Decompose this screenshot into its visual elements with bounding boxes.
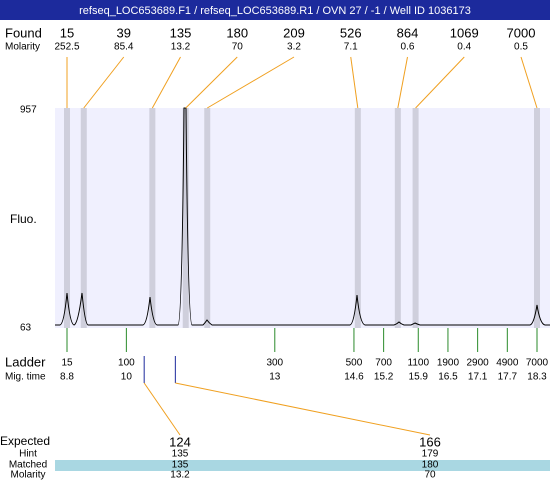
expected-value: 124 xyxy=(169,434,191,449)
peak-band xyxy=(80,108,87,328)
molarity-value: 70 xyxy=(232,42,244,53)
found-leader xyxy=(83,56,125,109)
molarity-value: 3.2 xyxy=(287,42,301,53)
expected-molarity-value: 70 xyxy=(424,470,436,480)
found-leader xyxy=(415,56,465,109)
mig-time-value: 16.5 xyxy=(438,372,458,383)
found-value: 209 xyxy=(283,25,305,40)
found-label: Found xyxy=(5,25,42,40)
found-value: 135 xyxy=(170,25,192,40)
mig-time-value: 17.7 xyxy=(498,372,518,383)
hint-label: Hint xyxy=(19,449,37,460)
expected-leader xyxy=(175,382,431,436)
found-value: 39 xyxy=(117,25,131,40)
title: refseq_LOC653689.F1 / refseq_LOC653689.R… xyxy=(79,5,471,17)
matched-label: Matched xyxy=(9,460,47,471)
ladder-value: 2900 xyxy=(467,358,490,369)
molarity-value: 252.5 xyxy=(54,42,79,53)
found-value: 1069 xyxy=(450,25,479,40)
ladder-value: 1100 xyxy=(408,358,430,369)
ladder-value: 700 xyxy=(375,358,392,369)
mig-time-value: 13 xyxy=(269,372,281,383)
ladder-value: 500 xyxy=(346,358,363,369)
molarity-value: 0.4 xyxy=(457,42,471,53)
trace xyxy=(55,107,550,326)
found-value: 180 xyxy=(226,25,248,40)
molarity-value: 0.5 xyxy=(514,42,528,53)
found-value: 526 xyxy=(340,25,362,40)
peak-band xyxy=(354,108,361,328)
molarity-value: 0.6 xyxy=(401,42,415,53)
peak-band xyxy=(394,108,401,328)
found-value: 864 xyxy=(397,25,419,40)
matched-value: 180 xyxy=(422,460,439,471)
expected-value: 166 xyxy=(419,434,441,449)
title-bar xyxy=(0,0,550,20)
ladder-value: 4900 xyxy=(496,358,519,369)
ladder-value: 1900 xyxy=(437,358,460,369)
mig-time-value: 10 xyxy=(121,372,133,383)
y-label: Fluo. xyxy=(10,212,37,226)
peak-band xyxy=(534,108,540,328)
found-value: 7000 xyxy=(507,25,536,40)
y-tick-label: 957 xyxy=(20,105,37,116)
expected-leader xyxy=(143,382,181,436)
mig-time-value: 15.9 xyxy=(409,372,429,383)
mig-time-value: 8.8 xyxy=(60,372,74,383)
found-leader xyxy=(185,56,238,109)
found-leader xyxy=(397,56,408,109)
molarity-value: 7.1 xyxy=(344,42,358,53)
found-leader xyxy=(520,56,538,109)
ladder-value: 100 xyxy=(118,358,135,369)
found-leader xyxy=(207,56,295,109)
ladder-value: 7000 xyxy=(526,358,549,369)
ladder-value: 300 xyxy=(266,358,283,369)
mig-time-value: 15.2 xyxy=(374,372,394,383)
matched-value: 135 xyxy=(172,460,189,471)
expected-molarity-value: 13.2 xyxy=(170,470,190,480)
expected-molarity-label: Molarity xyxy=(10,470,45,480)
mig-time-value: 18.3 xyxy=(527,372,547,383)
peak-band xyxy=(64,108,70,328)
mig-time-label: Mig. time xyxy=(5,372,46,383)
y-tick-label: 63 xyxy=(20,323,32,334)
molarity-value: 85.4 xyxy=(114,42,134,53)
molarity-label: Molarity xyxy=(5,42,40,53)
mig-time-value: 17.1 xyxy=(468,372,488,383)
mig-time-value: 14.6 xyxy=(344,372,364,383)
molarity-value: 13.2 xyxy=(171,42,191,53)
peak-band xyxy=(149,108,156,328)
matched-row xyxy=(55,460,550,471)
peak-band xyxy=(204,108,211,328)
found-leader xyxy=(350,56,359,109)
found-leader xyxy=(151,56,181,109)
peak-band xyxy=(182,108,189,328)
plot-area xyxy=(55,108,550,328)
found-value: 15 xyxy=(60,25,74,40)
peak-band xyxy=(412,108,419,328)
hint-value: 135 xyxy=(172,449,189,460)
ladder-value: 15 xyxy=(61,358,73,369)
hint-value: 179 xyxy=(422,449,439,460)
expected-label: Expected xyxy=(0,434,50,448)
ladder-label: Ladder xyxy=(5,354,46,369)
